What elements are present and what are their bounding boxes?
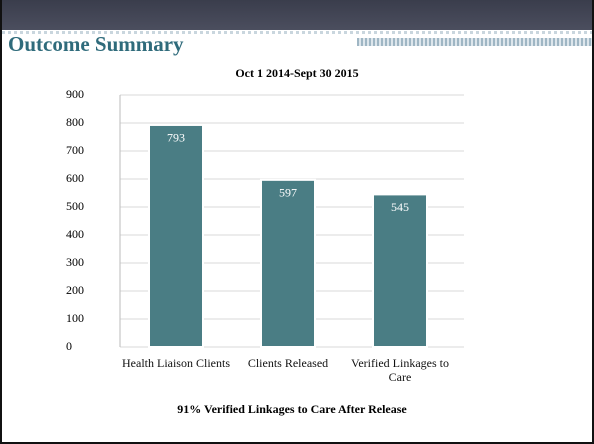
y-tick-label: 600 (66, 171, 84, 185)
value-label: 597 (279, 186, 297, 200)
header-band (2, 0, 592, 30)
y-tick-label: 0 (66, 339, 72, 353)
chart-title: Oct 1 2014-Sept 30 2015 (235, 66, 358, 80)
y-tick-label: 300 (66, 255, 84, 269)
y-tick-label: 100 (66, 311, 84, 325)
value-label: 545 (391, 200, 409, 214)
y-tick-label: 800 (66, 115, 84, 129)
bar (372, 193, 428, 348)
y-tick-label: 900 (66, 87, 84, 101)
y-tick-label: 400 (66, 227, 84, 241)
title-stripe (357, 38, 592, 46)
header-stripe (2, 31, 592, 34)
x-tick-label: Verified Linkages to Care (351, 356, 449, 384)
slide-title: Outcome Summary (8, 32, 184, 56)
bar (260, 178, 316, 348)
x-tick-label: Health Liaison Clients (122, 356, 230, 370)
bar (148, 123, 204, 348)
value-label: 793 (167, 131, 185, 145)
y-tick-label: 500 (66, 199, 84, 213)
annotation: 91% Verified Linkages to Care After Rele… (177, 402, 407, 416)
y-tick-label: 200 (66, 283, 84, 297)
x-tick-label: Clients Released (247, 356, 329, 370)
y-tick-label: 700 (66, 143, 84, 157)
